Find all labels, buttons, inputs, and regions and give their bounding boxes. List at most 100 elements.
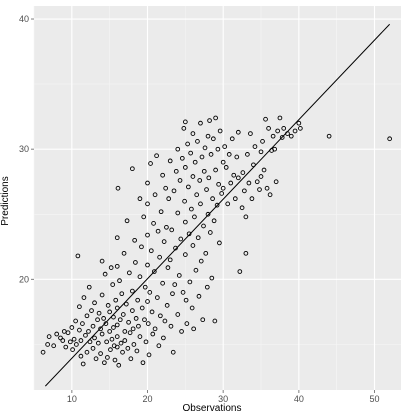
- data-point: [89, 308, 94, 313]
- data-point: [107, 309, 113, 315]
- data-point: [239, 205, 245, 211]
- y-tick-label: 20: [19, 274, 29, 284]
- data-point: [108, 347, 113, 352]
- y-axis: 20 30 40: [19, 14, 34, 284]
- data-point: [175, 146, 181, 152]
- data-point: [204, 187, 209, 192]
- data-point: [215, 146, 221, 152]
- data-point: [158, 313, 163, 319]
- data-point: [131, 342, 137, 347]
- data-point: [257, 187, 262, 192]
- identity-line: [44, 23, 391, 387]
- panel-background: [34, 6, 401, 390]
- data-point: [140, 360, 146, 366]
- data-point: [270, 133, 276, 139]
- data-point: [181, 126, 187, 131]
- data-point: [206, 175, 212, 181]
- data-point: [178, 236, 184, 242]
- data-point: [92, 300, 97, 306]
- data-point: [73, 318, 78, 324]
- data-point: [208, 152, 214, 157]
- data-point: [170, 291, 175, 297]
- data-point: [99, 258, 105, 264]
- data-point: [114, 334, 120, 339]
- data-point: [161, 239, 167, 244]
- data-point: [86, 329, 91, 334]
- data-point: [219, 191, 225, 196]
- data-point: [162, 318, 168, 324]
- data-point: [242, 188, 247, 194]
- data-point: [235, 175, 241, 181]
- data-point: [193, 267, 199, 273]
- data-point: [266, 126, 271, 131]
- data-point: [113, 297, 119, 303]
- data-point: [182, 165, 188, 170]
- data-point: [69, 325, 75, 330]
- data-point: [173, 168, 179, 174]
- data-point: [216, 181, 221, 187]
- data-point: [54, 331, 60, 337]
- data-point: [95, 317, 100, 323]
- data-point: [198, 258, 204, 264]
- data-point: [130, 166, 135, 172]
- data-point: [149, 309, 155, 315]
- data-point: [122, 329, 128, 334]
- data-point: [179, 329, 184, 334]
- data-point: [214, 202, 220, 208]
- data-point: [189, 305, 195, 311]
- data-point: [133, 260, 138, 265]
- data-point: [160, 172, 165, 178]
- data-point: [207, 118, 212, 123]
- data-point: [210, 196, 215, 202]
- x-tick-label: 20: [142, 394, 152, 404]
- data-point: [326, 133, 332, 139]
- data-point: [130, 288, 135, 294]
- data-point: [183, 297, 189, 303]
- data-point: [143, 339, 149, 345]
- y-axis-title: Predictions: [0, 176, 11, 225]
- data-point: [146, 352, 152, 358]
- data-point: [209, 275, 215, 281]
- data-point: [246, 180, 252, 186]
- data-point: [158, 209, 164, 215]
- data-point: [137, 334, 143, 339]
- data-point: [122, 338, 128, 343]
- data-point: [84, 313, 90, 319]
- data-point: [204, 284, 210, 290]
- data-point: [58, 335, 63, 341]
- data-point: [150, 331, 156, 337]
- data-point: [139, 244, 144, 250]
- data-point: [45, 342, 50, 347]
- data-point: [114, 344, 120, 350]
- data-point: [95, 340, 101, 346]
- data-point: [145, 201, 150, 207]
- data-point: [175, 312, 181, 317]
- data-point: [281, 126, 287, 131]
- data-point: [118, 340, 124, 346]
- data-point: [279, 135, 285, 140]
- y-tick-label: 30: [19, 144, 29, 154]
- x-tick-label: 30: [218, 394, 228, 404]
- data-point: [135, 297, 141, 303]
- data-point: [275, 128, 281, 134]
- data-point: [120, 312, 126, 317]
- data-point: [98, 351, 103, 356]
- data-point: [166, 196, 172, 202]
- data-point: [292, 128, 298, 134]
- data-point: [296, 120, 302, 126]
- data-point: [152, 192, 158, 198]
- data-point: [164, 303, 170, 308]
- data-point: [249, 196, 255, 202]
- data-point: [198, 201, 203, 207]
- data-point: [199, 154, 205, 160]
- data-point: [125, 345, 131, 351]
- data-point: [46, 334, 52, 339]
- data-point: [186, 184, 191, 190]
- data-point: [196, 293, 202, 299]
- data-point: [170, 349, 176, 355]
- data-point: [133, 316, 139, 321]
- data-point: [90, 345, 96, 351]
- data-point: [172, 282, 178, 287]
- data-point: [114, 235, 120, 241]
- data-point: [201, 168, 207, 174]
